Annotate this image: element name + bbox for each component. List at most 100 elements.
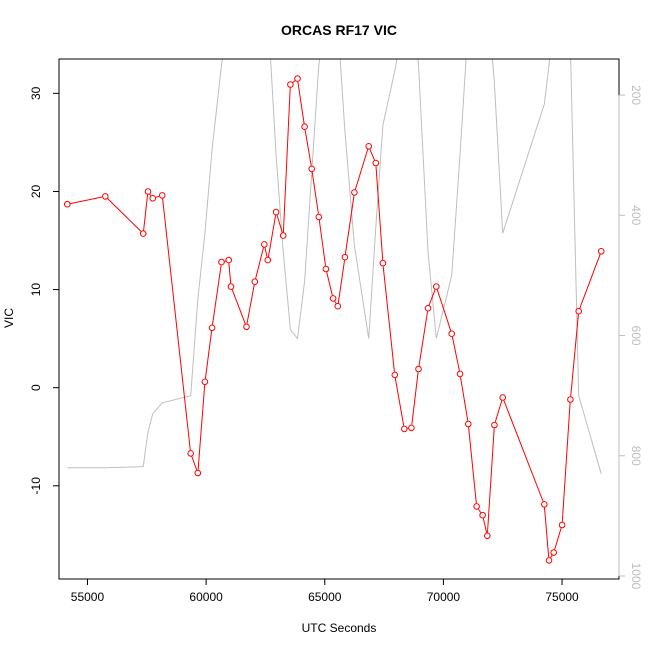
y-tick-label: 20 xyxy=(29,184,43,198)
vic-series-segment xyxy=(570,314,579,397)
vic-series-segment xyxy=(468,427,477,504)
vic-data-point xyxy=(264,256,272,264)
vic-data-point xyxy=(218,258,225,266)
vic-data-point xyxy=(287,81,294,88)
vic-data-point xyxy=(261,241,268,248)
vic-data-point xyxy=(597,248,605,255)
y-tick-label: 30 xyxy=(29,86,43,100)
vic-series-segment xyxy=(204,330,213,379)
vic-data-point xyxy=(415,365,422,373)
vic-data-point xyxy=(341,253,349,261)
vic-series-segment xyxy=(197,384,206,470)
vic-series-segment xyxy=(477,508,482,513)
vic-data-point xyxy=(201,378,209,386)
vic-series-segment xyxy=(155,195,160,198)
vic-data-point xyxy=(308,165,316,173)
vic-series-segment xyxy=(503,400,544,502)
vic-data-point xyxy=(545,557,553,564)
x-tick-label: 55000 xyxy=(71,590,105,604)
y2-tick-label: 1000 xyxy=(629,563,643,590)
x-tick-label: 65000 xyxy=(308,590,342,604)
vic-series-segment xyxy=(143,194,149,231)
vic-data-point xyxy=(272,208,280,216)
plot-frame xyxy=(58,58,620,580)
vic-data-point xyxy=(365,143,373,150)
vic-series-segment xyxy=(554,527,562,550)
vic-series-segment xyxy=(375,166,384,260)
x-tick-label: 75000 xyxy=(545,590,579,604)
vic-data-point xyxy=(64,200,71,208)
y2-tick-label: 200 xyxy=(629,85,643,105)
vic-data-point xyxy=(424,304,432,312)
vic-data-point xyxy=(294,75,301,82)
vic-series-segment xyxy=(107,198,142,232)
y-tick-label: -10 xyxy=(29,477,43,495)
x-tick-label: 60000 xyxy=(189,590,223,604)
vic-series-segment xyxy=(428,289,436,306)
vic-data-point xyxy=(102,193,109,200)
vic-data-point xyxy=(187,450,194,457)
y-axis-label: VIC xyxy=(2,308,16,328)
vic-series-segment xyxy=(264,247,268,258)
vic-series-segment xyxy=(487,428,495,533)
plot-area: 55000 60000 65000 70000 75000 -10 0 10 20 30 200 40… xyxy=(29,58,643,604)
vic-series-segment xyxy=(418,311,428,366)
vic-data-point xyxy=(391,371,399,379)
vic-data-point xyxy=(550,549,558,556)
vic-data-point xyxy=(329,295,337,302)
y2-tick-label: 400 xyxy=(629,205,643,225)
vic-data-point xyxy=(408,424,415,432)
x-axis-label: UTC Seconds xyxy=(302,621,377,635)
y-tick-label: 0 xyxy=(29,384,43,391)
vic-data-point xyxy=(227,283,235,290)
vic-series-segment xyxy=(191,456,198,471)
vic-series-segment xyxy=(550,554,553,558)
vic-series-segment xyxy=(579,254,601,309)
secondary-series-line xyxy=(67,59,602,474)
vic-data-point xyxy=(499,394,507,401)
vic-data-point xyxy=(473,503,480,510)
vic-data-point xyxy=(456,370,464,378)
vic-data-point xyxy=(433,283,440,290)
vic-data-point xyxy=(351,189,358,196)
vic-data-point xyxy=(541,501,548,508)
vic-series-segment xyxy=(70,196,103,205)
chart-title: ORCAS RF17 VIC xyxy=(281,22,397,38)
vic-series-segment xyxy=(451,336,460,371)
vic-series-segment xyxy=(460,377,469,421)
vic-series-segment xyxy=(228,263,232,284)
vic-data-point xyxy=(251,278,259,286)
vic-series-segment xyxy=(304,129,312,166)
vic-series-segment xyxy=(482,518,488,533)
vic-data-point xyxy=(322,265,330,273)
vic-series-segment xyxy=(337,260,345,304)
vic-series-segment xyxy=(282,87,291,233)
vic-data-point xyxy=(465,420,472,428)
vic-data-point xyxy=(158,192,166,199)
vic-data-point xyxy=(149,195,156,202)
vic-data-point xyxy=(139,230,147,237)
vic-series-segment xyxy=(212,265,222,325)
vic-data-point xyxy=(567,396,574,403)
vic-series-segment xyxy=(267,215,277,258)
vic-data-point xyxy=(491,421,498,429)
vic-data-point xyxy=(372,159,380,167)
vic-series-segment xyxy=(369,149,375,161)
vic-series-segment xyxy=(276,214,283,233)
vic-data-point xyxy=(575,307,583,315)
vic-data-point xyxy=(379,259,387,267)
vic-series-segment xyxy=(162,198,191,451)
vic-series-segment xyxy=(411,372,419,425)
y-tick-label: 10 xyxy=(29,283,43,297)
vic-data-point xyxy=(479,511,486,519)
vic-series-segment xyxy=(231,289,246,325)
vic-series-segment xyxy=(436,289,452,331)
y2-tick-label: 600 xyxy=(629,326,643,346)
vic-data-point xyxy=(208,324,216,332)
vic-series-segment xyxy=(292,80,296,83)
vic-series-segment xyxy=(394,378,405,426)
vic-series-segment xyxy=(326,271,333,296)
vic-series-segment xyxy=(149,193,152,196)
vic-series-segment xyxy=(334,300,337,304)
